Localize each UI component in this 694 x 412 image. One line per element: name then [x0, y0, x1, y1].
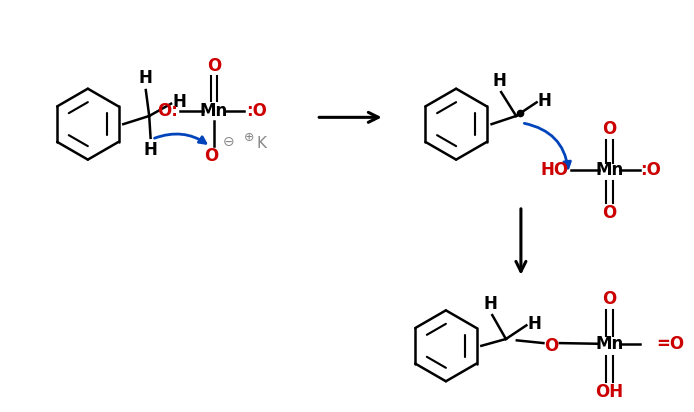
Text: O: O: [204, 147, 219, 165]
Text: O: O: [602, 290, 617, 308]
Text: H: H: [527, 315, 541, 333]
FancyArrowPatch shape: [155, 134, 206, 143]
Text: ⊕: ⊕: [244, 131, 255, 144]
Text: OH: OH: [595, 383, 624, 401]
Text: O:: O:: [157, 101, 178, 119]
Text: HO: HO: [541, 161, 569, 179]
Text: Mn: Mn: [595, 161, 624, 179]
Text: Mn: Mn: [595, 335, 624, 353]
Text: O: O: [207, 57, 221, 75]
Text: =O: =O: [656, 335, 684, 353]
Text: H: H: [538, 92, 552, 110]
Text: H: H: [139, 69, 153, 87]
FancyArrowPatch shape: [525, 123, 570, 168]
Text: Mn: Mn: [200, 101, 228, 119]
Text: H: H: [144, 140, 158, 159]
Text: H: H: [484, 295, 498, 313]
Text: H: H: [172, 94, 186, 111]
Text: O: O: [602, 120, 617, 138]
Text: H: H: [493, 72, 507, 90]
Text: K: K: [257, 136, 266, 151]
Text: O: O: [545, 337, 559, 355]
Text: :O: :O: [246, 101, 266, 119]
Text: :O: :O: [640, 161, 661, 179]
Text: O: O: [602, 204, 617, 222]
Text: ⊖: ⊖: [223, 135, 235, 149]
